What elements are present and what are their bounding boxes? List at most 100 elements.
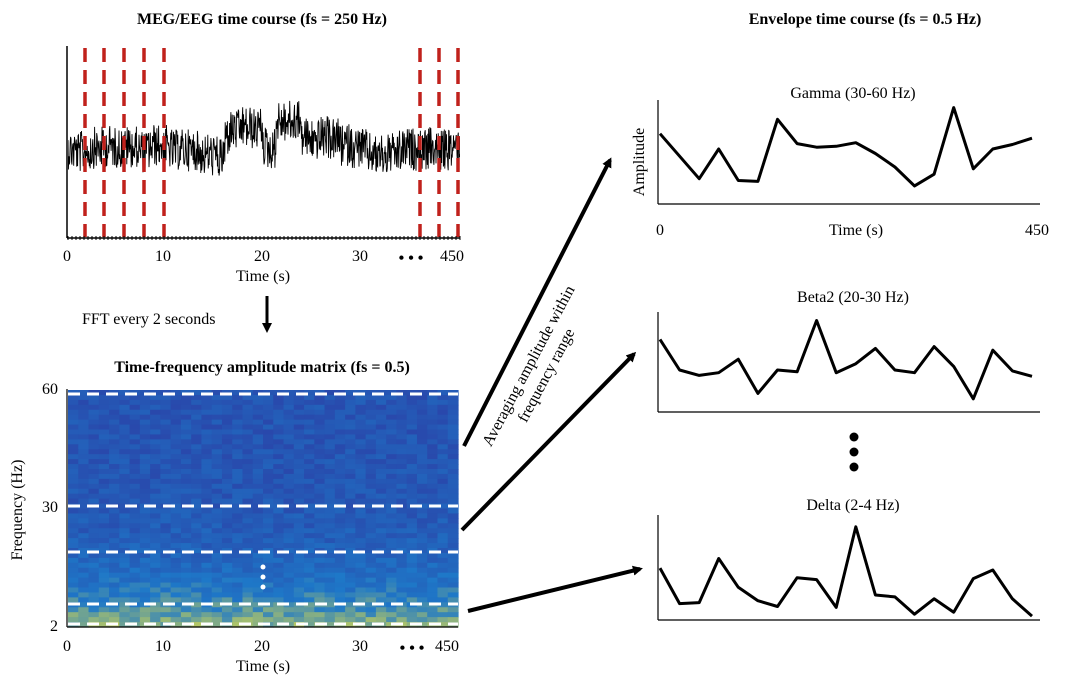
tf-heatmap-cell [242, 597, 254, 603]
tf-heatmap-cell [252, 419, 264, 426]
tf-heatmap-cell [427, 399, 439, 406]
tf-heatmap-cell [345, 424, 356, 431]
tf-heatmap-cell [139, 469, 151, 475]
tf-heatmap-cell [355, 538, 367, 544]
tf-heatmap-cell [139, 518, 151, 524]
tf-heatmap-cell [304, 528, 315, 534]
tf-heatmap-cell [201, 552, 213, 559]
tf-heatmap-cell [160, 488, 172, 495]
tf-heatmap-cell [283, 607, 295, 613]
tf-heatmap-cell [180, 513, 192, 519]
tf-heatmap-cell [396, 469, 408, 475]
tf-heatmap-cell [160, 577, 172, 584]
tf-heatmap-cell [221, 528, 233, 534]
tf-heatmap-cell [170, 612, 182, 618]
tf-heatmap-cell [119, 528, 131, 534]
tf-heatmap-cell [334, 409, 346, 416]
tf-heatmap-cell [293, 587, 305, 594]
tf-heatmap-cell [437, 429, 449, 436]
tf-heatmap-cell [232, 404, 244, 411]
tf-heatmap-cell [180, 488, 192, 495]
tf-heatmap-cell [263, 394, 274, 401]
tf-heatmap-cell [355, 483, 367, 490]
tf-heatmap-cell [201, 399, 213, 406]
tf-heatmap-cell [396, 478, 408, 485]
tf-heatmap-cell [437, 607, 449, 613]
tf-heatmap-cell [150, 434, 161, 440]
tf-heatmap-cell [242, 434, 254, 440]
tf-heatmap-cell [211, 394, 223, 401]
tf-heatmap-cell [191, 622, 203, 628]
tf-heatmap-cell [78, 414, 90, 421]
tf-heatmap-cell [427, 612, 439, 618]
tf-heatmap-cell [232, 503, 244, 510]
tf-heatmap-cell [252, 439, 264, 445]
tf-heatmap-cell [211, 607, 223, 613]
tf-heatmap-cell [201, 587, 213, 594]
tf-heatmap-cell [273, 518, 285, 524]
tf-heatmap-cell [437, 567, 449, 574]
tf-heatmap-cell [396, 429, 408, 436]
tf-heatmap-cell [314, 552, 326, 559]
tf-heatmap-cell [242, 533, 254, 539]
tf-heatmap-cell [180, 592, 192, 598]
tf-heatmap-cell [263, 459, 274, 465]
tf-heatmap-cell [191, 434, 203, 440]
tf-heatmap-cell [293, 567, 305, 574]
tf-heatmap-cell [355, 567, 367, 574]
tf-heatmap-cell [283, 518, 295, 524]
tf-heatmap-cell [129, 528, 141, 534]
tf-heatmap-cell [283, 552, 295, 559]
tf-heatmap-cell [386, 429, 398, 436]
tf-heatmap-cell [119, 503, 131, 510]
tf-heatmap-cell [345, 582, 356, 589]
tf-heatmap-cell [68, 409, 79, 416]
tf-heatmap-cell [396, 419, 408, 426]
tf-heatmap-cell [263, 429, 274, 436]
tf-heatmap-cell [78, 473, 90, 480]
tf-heatmap-cell [437, 424, 449, 431]
tf-heatmap-cell [242, 439, 254, 445]
tf-heatmap-cell [252, 612, 264, 618]
tf-heatmap-cell [191, 577, 203, 584]
tf-heatmap-cell [221, 439, 233, 445]
tf-heatmap-cell [88, 552, 100, 559]
epoch-marker-group [83, 48, 460, 237]
tf-heatmap-cell [406, 459, 418, 465]
tf-heatmap-cell [365, 464, 377, 470]
tf-heatmap-cell [375, 562, 387, 569]
tf-heatmap-cell [160, 404, 172, 411]
tf-heatmap-cell [355, 434, 367, 440]
tf-heatmap-cell [386, 518, 398, 524]
tf-heatmap-cell [191, 390, 203, 396]
eeg-time-course-plot: 0 10 20 30 • • • 450 Time (s) [63, 46, 464, 285]
tf-heatmap-cell [345, 508, 356, 515]
tf-heatmap-cell [139, 597, 151, 603]
tf-heatmap-cell [211, 424, 223, 431]
tf-heatmap-cell [447, 434, 459, 440]
tf-heatmap-cell [252, 538, 264, 544]
tf-heatmap-cell [263, 592, 274, 598]
tf-heatmap-cell [242, 592, 254, 598]
tf-heatmap-cell [263, 434, 274, 440]
tf-heatmap-cell [160, 394, 172, 401]
tf-heatmap-cell [232, 612, 244, 618]
tf-heatmap-cell [242, 394, 254, 401]
tf-heatmap-cell [191, 399, 203, 406]
tf-heatmap-cell [263, 557, 274, 564]
tf-heatmap-cell [324, 597, 336, 603]
tf-heatmap-cell [375, 543, 387, 549]
tf-heatmap-cell [98, 444, 110, 450]
tf-heatmap-cell [88, 449, 100, 455]
tf-heatmap-cell [437, 439, 449, 445]
tf-heatmap-cell [232, 419, 244, 426]
tf-heatmap-cell [406, 464, 418, 470]
tf-heatmap-cell [447, 528, 459, 534]
tf-heatmap-cell [273, 404, 285, 411]
tf-heatmap-cell [180, 464, 192, 470]
tf-heatmap-cell [88, 464, 100, 470]
eeg-axis-ellipsis: • • • [399, 250, 424, 267]
tf-heatmap-cell [375, 577, 387, 584]
tf-heatmap-cell [150, 617, 161, 623]
tf-heatmap-cell [416, 567, 428, 574]
